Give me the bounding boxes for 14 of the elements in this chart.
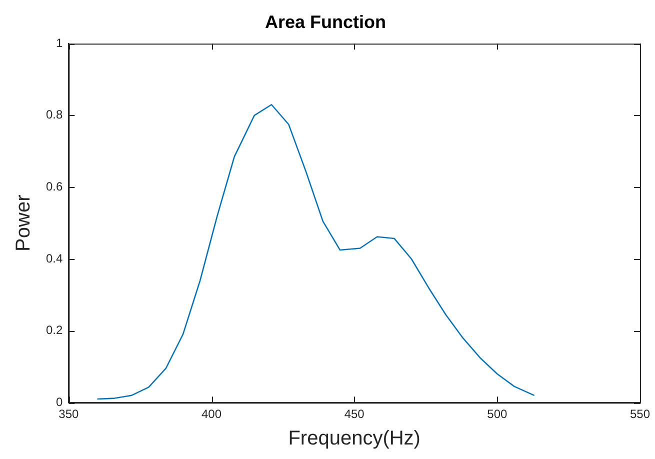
y-axis-title: Power (12, 194, 35, 252)
chart-title: Area Function (264, 12, 386, 32)
y-tick-label: 0.8 (46, 108, 63, 122)
x-tick-label: 500 (487, 407, 508, 422)
y-tick-label: 1 (56, 36, 63, 50)
x-tick-label: 400 (201, 407, 222, 422)
x-tick-label: 450 (344, 407, 365, 422)
y-tick-label: 0.2 (46, 323, 63, 338)
y-tick-label: 0.4 (46, 251, 63, 266)
x-axis-title: Frequency(Hz) (288, 428, 420, 450)
x-tick-label: 550 (630, 407, 650, 422)
x-tick-label: 350 (58, 407, 80, 422)
y-tick-label: 0.6 (46, 180, 63, 194)
y-tick-label: 0 (56, 394, 63, 409)
